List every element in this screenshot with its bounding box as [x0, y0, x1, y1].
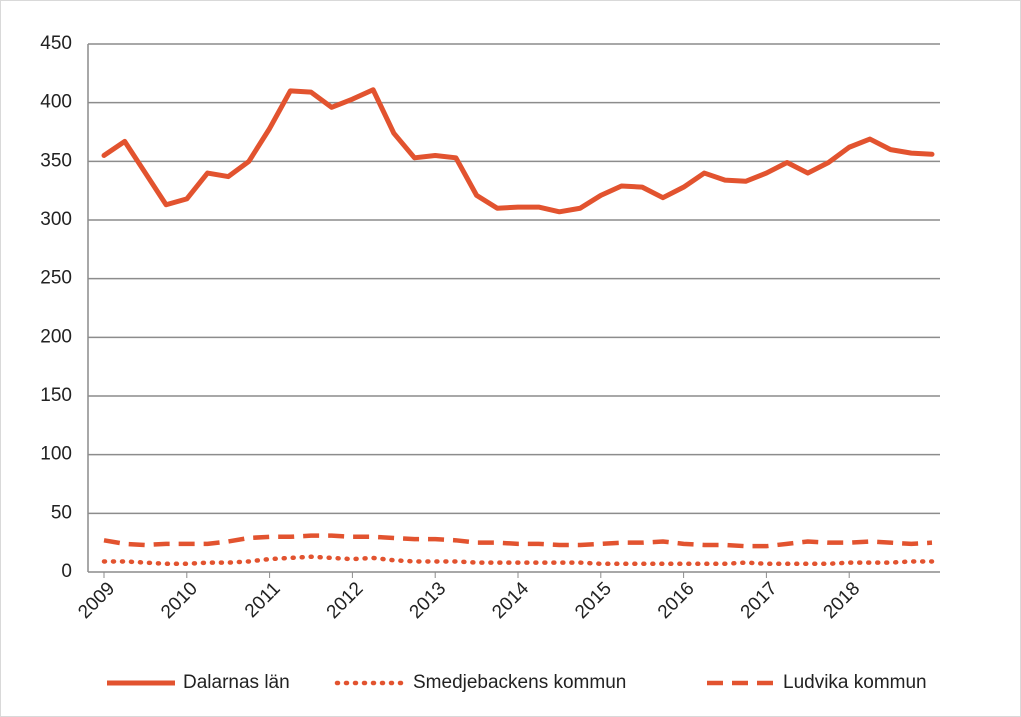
series-line [103, 533, 933, 549]
legend-label: Dalarnas län [183, 672, 290, 693]
y-tick-label: 400 [40, 92, 72, 113]
y-tick-label: 450 [40, 33, 72, 54]
y-tick-label: 150 [40, 385, 72, 406]
y-tick-label: 250 [40, 268, 72, 289]
y-tick-label: 100 [40, 444, 72, 465]
y-tick-label: 350 [40, 150, 72, 171]
legend-label: Ludvika kommun [783, 672, 927, 693]
y-tick-label: 300 [40, 209, 72, 230]
y-tick-label: 50 [51, 502, 72, 523]
y-tick-label: 0 [61, 561, 72, 582]
series-line [101, 554, 935, 567]
legend-label: Smedjebackens kommun [413, 672, 626, 693]
series-line [101, 87, 935, 215]
y-tick-label: 200 [40, 326, 72, 347]
